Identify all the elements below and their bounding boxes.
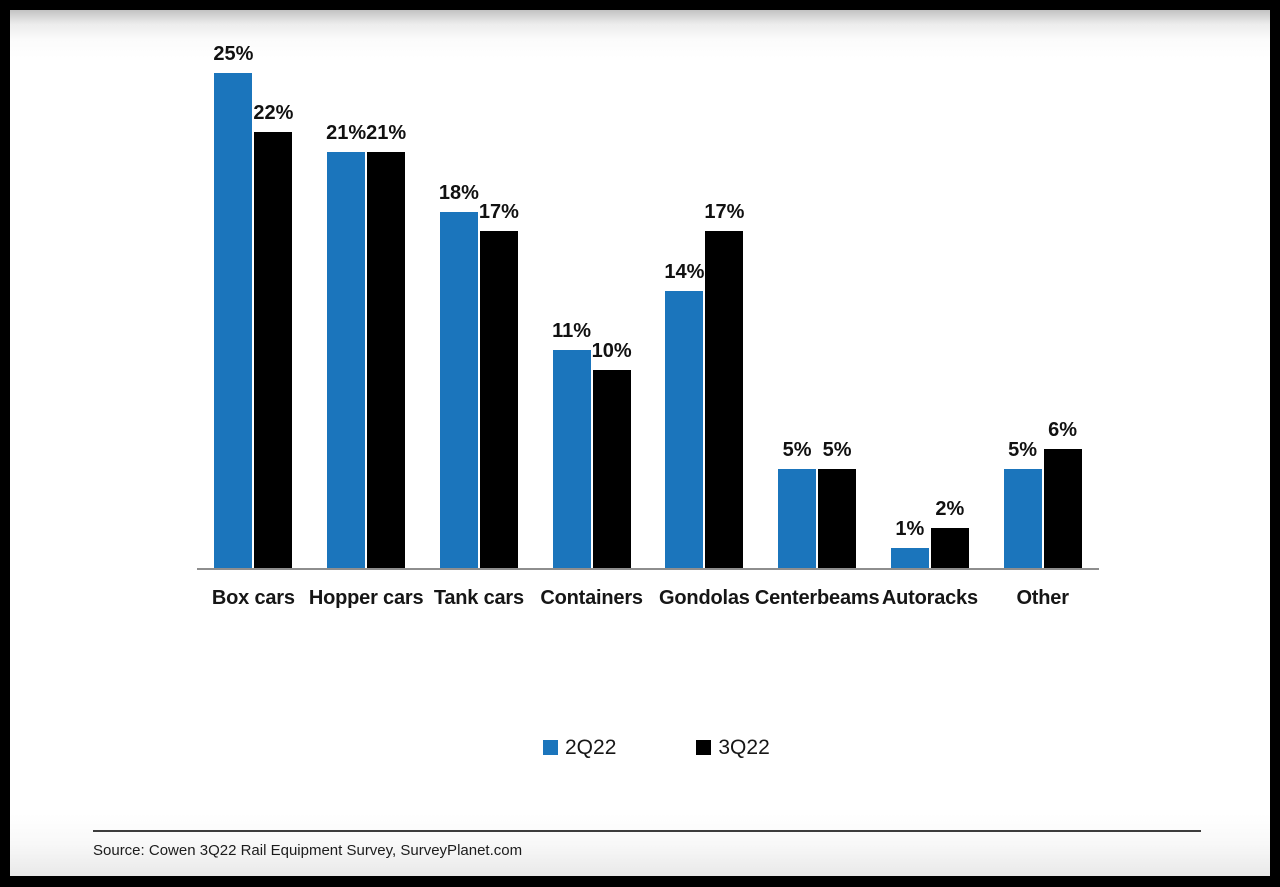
- value-label-3q22-containers: 10%: [591, 340, 632, 362]
- value-label-3q22-other: 6%: [1048, 419, 1078, 441]
- value-label-2q22-gondolas: 14%: [664, 261, 705, 283]
- bar-2q22-hopper-cars: [327, 152, 366, 568]
- value-label-3q22-gondolas: 17%: [704, 201, 745, 223]
- legend-label-2q22: 2Q22: [565, 736, 617, 759]
- legend-item-3q22: 3Q22: [696, 736, 770, 759]
- value-label-3q22-autoracks: 2%: [935, 498, 965, 520]
- bar-2q22-other: [1003, 469, 1042, 568]
- bar-3q22-hopper-cars: [367, 152, 406, 568]
- bar-2q22-centerbeams: [778, 469, 817, 568]
- chart-plot-area: 25% 22% 21% 21% 18% 17% 11% 10% 14% 17% 5% 5% 1% 2% 5%…: [197, 10, 1099, 570]
- chart-legend: 2Q22 3Q22: [543, 737, 770, 758]
- value-label-2q22-centerbeams: 5%: [782, 439, 812, 461]
- bar-2q22-autoracks: [890, 548, 929, 568]
- bar-3q22-centerbeams: [818, 469, 857, 568]
- value-label-3q22-hopper-cars: 21%: [366, 122, 407, 144]
- report-page: 25% 22% 21% 21% 18% 17% 11% 10% 14% 17% 5% 5% 1% 2% 5%…: [10, 10, 1270, 876]
- legend-label-3q22: 3Q22: [718, 736, 770, 759]
- value-label-2q22-autoracks: 1%: [895, 518, 925, 540]
- value-label-2q22-hopper-cars: 21%: [326, 122, 367, 144]
- source-note: Source: Cowen 3Q22 Rail Equipment Survey…: [93, 842, 523, 859]
- bar-2q22-containers: [552, 350, 591, 568]
- value-label-3q22-centerbeams: 5%: [822, 439, 852, 461]
- bar-2q22-tank-cars: [439, 212, 478, 568]
- bar-2q22-box-cars: [214, 73, 253, 568]
- bar-3q22-other: [1043, 449, 1082, 568]
- bar-3q22-containers: [592, 370, 631, 568]
- value-label-2q22-tank-cars: 18%: [438, 182, 479, 204]
- category-label-containers: Containers: [540, 587, 643, 609]
- bar-3q22-box-cars: [254, 132, 293, 568]
- chart-category-axis: Box cars Hopper cars Tank cars Containers Go…: [197, 572, 1099, 612]
- bar-2q22-gondolas: [665, 291, 704, 568]
- value-label-2q22-containers: 11%: [552, 320, 592, 342]
- legend-item-2q22: 2Q22: [543, 737, 616, 758]
- category-label-other: Other: [1016, 587, 1069, 609]
- category-label-gondolas: Gondolas: [659, 587, 750, 609]
- bar-3q22-gondolas: [705, 231, 744, 568]
- category-label-centerbeams: Centerbeams: [754, 587, 880, 609]
- legend-swatch-3q22-icon: [696, 740, 712, 755]
- legend-swatch-2q22-icon: [543, 740, 558, 755]
- value-label-2q22-other: 5%: [1008, 439, 1038, 461]
- value-label-3q22-box-cars: 22%: [253, 102, 294, 124]
- category-label-tank-cars: Tank cars: [433, 587, 524, 609]
- bar-3q22-tank-cars: [479, 231, 518, 568]
- value-label-2q22-box-cars: 25%: [213, 43, 254, 65]
- value-label-3q22-tank-cars: 17%: [478, 201, 519, 223]
- footer-divider: [93, 830, 1201, 832]
- bar-3q22-autoracks: [930, 528, 969, 568]
- category-label-hopper-cars: Hopper cars: [308, 587, 424, 609]
- category-label-autoracks: Autoracks: [881, 587, 978, 609]
- category-label-box-cars: Box cars: [211, 587, 295, 609]
